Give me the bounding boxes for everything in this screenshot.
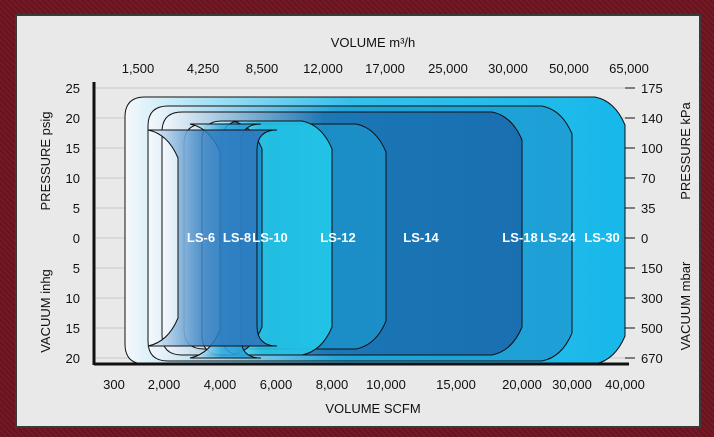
axis-text: VOLUME m³/h 1,500 4,250 8,500 12,000 17,000 25…: [38, 35, 693, 416]
right-tick-label: 500: [641, 321, 663, 336]
right-tick-label: 70: [641, 171, 655, 186]
left-tick-label: 5: [73, 261, 80, 276]
left-pressure-label: PRESSURE psig: [38, 112, 53, 211]
top-axis-title: VOLUME m³/h: [331, 35, 416, 50]
left-tick-label: 15: [66, 141, 80, 156]
chart-frame: LS-30 LS-24 LS-18 LS-14 LS-12 LS-10 LS-8 LS-6 V…: [15, 14, 701, 428]
left-tick-label: 20: [66, 351, 80, 366]
axes: [92, 82, 635, 366]
bottom-tick-label: 6,000: [260, 377, 293, 392]
series-label: LS-10: [252, 230, 287, 245]
bottom-tick-label: 10,000: [366, 377, 406, 392]
top-tick-label: 65,000: [609, 61, 649, 76]
right-vacuum-label: VACUUM mbar: [678, 261, 693, 350]
right-tick-label: 670: [641, 351, 663, 366]
right-tick-label: 0: [641, 231, 648, 246]
left-tick-label: 20: [66, 111, 80, 126]
right-tick-label: 140: [641, 111, 663, 126]
left-tick-label: 15: [66, 321, 80, 336]
bottom-tick-label: 8,000: [316, 377, 349, 392]
left-tick-label: 25: [66, 81, 80, 96]
left-tick-label: 10: [66, 171, 80, 186]
top-tick-label: 12,000: [303, 61, 343, 76]
series-label: LS-24: [540, 230, 576, 245]
top-tick-label: 50,000: [549, 61, 589, 76]
top-tick-label: 8,500: [246, 61, 279, 76]
bottom-tick-label: 40,000: [605, 377, 645, 392]
top-tick-label: 17,000: [365, 61, 405, 76]
right-tick-label: 175: [641, 81, 663, 96]
left-vacuum-label: VACUUM inhg: [38, 269, 53, 353]
left-tick-label: 10: [66, 291, 80, 306]
series-areas: [124, 96, 626, 365]
top-tick-label: 30,000: [488, 61, 528, 76]
bottom-tick-label: 20,000: [502, 377, 542, 392]
top-tick-label: 1,500: [122, 61, 155, 76]
top-tick-label: 4,250: [187, 61, 220, 76]
left-tick-label: 5: [73, 201, 80, 216]
bottom-tick-label: 300: [103, 377, 125, 392]
series-label: LS-14: [403, 230, 439, 245]
series-label: LS-30: [584, 230, 619, 245]
series-area-ls-6: [147, 129, 278, 347]
top-tick-label: 25,000: [428, 61, 468, 76]
series-label: LS-8: [223, 230, 251, 245]
bottom-tick-label: 2,000: [148, 377, 181, 392]
series-label: LS-6: [187, 230, 215, 245]
right-tick-label: 100: [641, 141, 663, 156]
series-label: LS-18: [502, 230, 537, 245]
bottom-tick-label: 4,000: [204, 377, 237, 392]
left-tick-label: 0: [73, 231, 80, 246]
right-pressure-label: PRESSURE kPa: [678, 101, 693, 199]
right-tick-label: 150: [641, 261, 663, 276]
right-tick-label: 35: [641, 201, 655, 216]
right-tick-label: 300: [641, 291, 663, 306]
bottom-tick-label: 15,000: [436, 377, 476, 392]
bottom-axis-title: VOLUME SCFM: [325, 401, 420, 416]
bottom-tick-label: 30,000: [552, 377, 592, 392]
series-label: LS-12: [320, 230, 355, 245]
